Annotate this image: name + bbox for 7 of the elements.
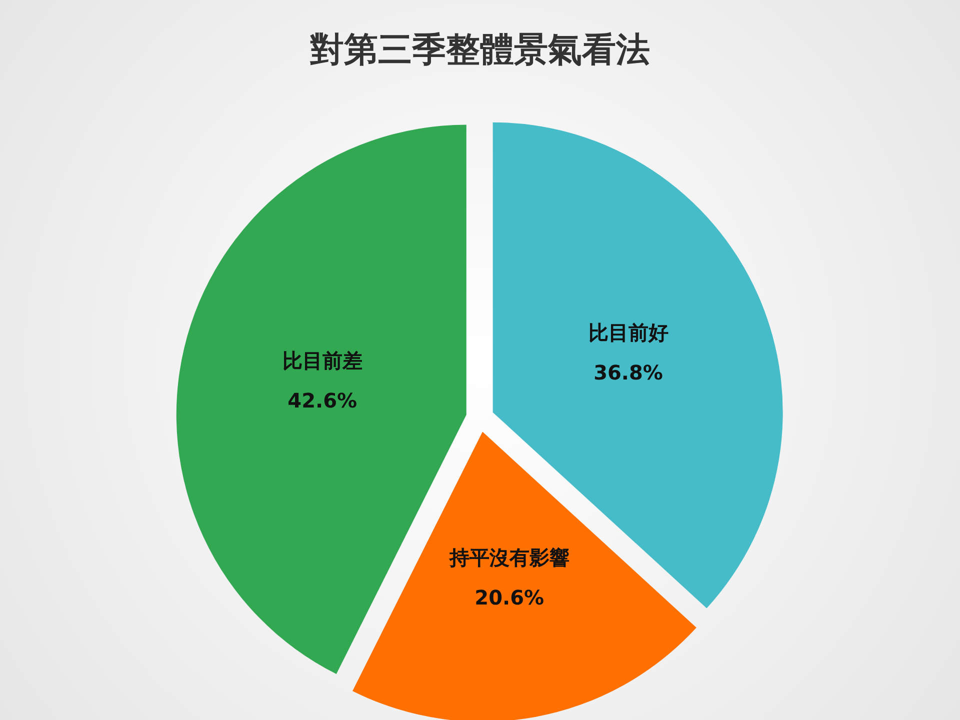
data-label: 20.6%	[474, 585, 544, 610]
slice-label: 比目前差	[282, 348, 362, 373]
data-label: 36.8%	[594, 360, 663, 385]
data-label: 42.6%	[288, 388, 358, 413]
slice-label: 比目前好	[588, 320, 668, 345]
slice-label: 持平沒有影響	[448, 545, 570, 570]
chart-title: 對第三季整體景氣看法	[309, 30, 650, 70]
